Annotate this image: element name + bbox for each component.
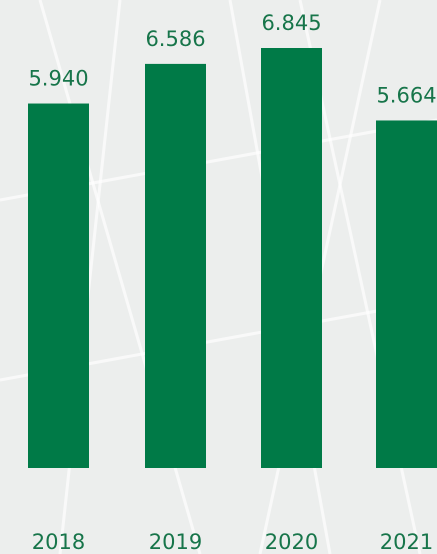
- value-label: 5.940: [28, 67, 88, 91]
- value-label: 6.845: [261, 11, 321, 35]
- x-tick-label: 2019: [149, 530, 202, 554]
- x-tick-label: 2018: [32, 530, 85, 554]
- x-tick-label: 2020: [265, 530, 318, 554]
- page: 5.94020186.58620196.84520205.6642021 (()…: [0, 0, 437, 554]
- value-label: 6.586: [145, 27, 205, 51]
- value-label: 5.664: [376, 83, 436, 107]
- x-tick-label: 2021: [380, 530, 433, 554]
- chart: 5.940 2018 6.586 2019 6.845 2020 5.664 2021: [0, 0, 437, 554]
- bar: [28, 104, 89, 468]
- bar: [145, 64, 206, 468]
- bar: [261, 48, 322, 468]
- bar: [376, 120, 437, 468]
